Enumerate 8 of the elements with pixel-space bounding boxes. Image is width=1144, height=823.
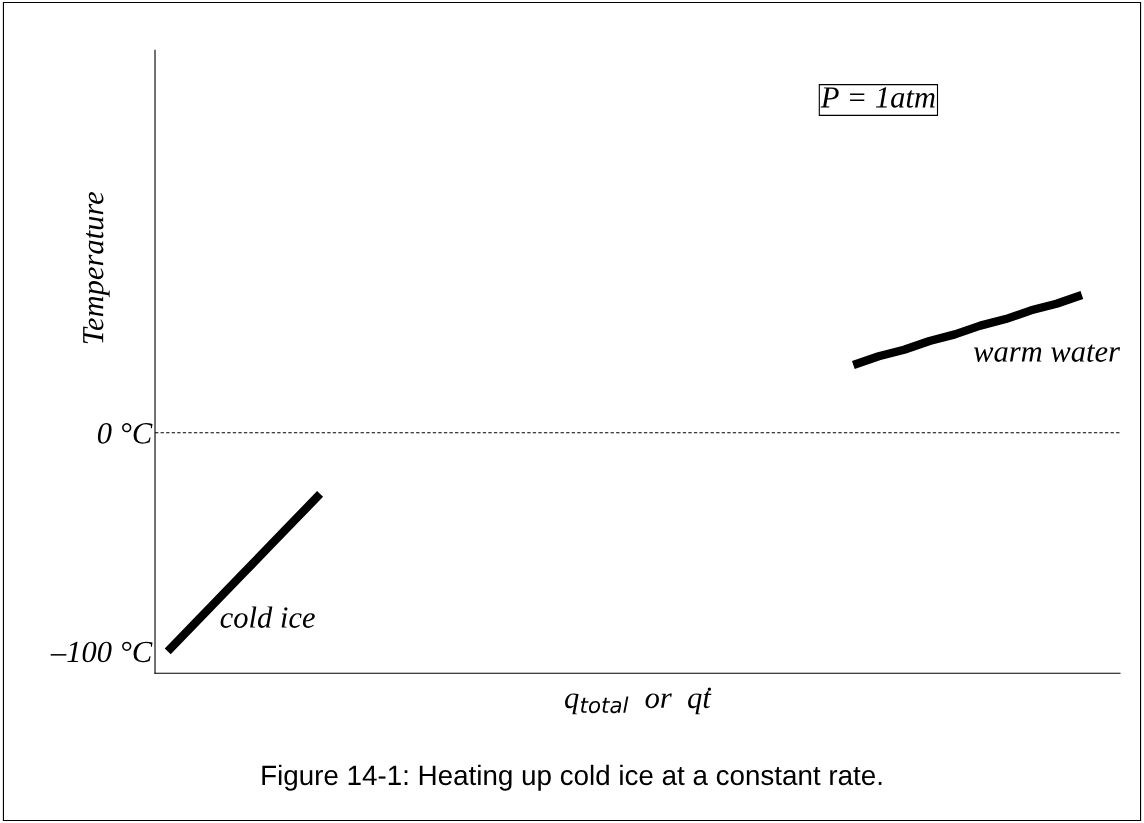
y-tick-label: –100 °C [50,641,153,663]
annotation: P = 1atm [820,87,935,108]
annotation: cold ice [220,606,315,628]
caption: Figure 14-1: Heating up cold ice at a constant rate. [262,764,882,791]
y-tick-label: 0 °C [97,423,153,444]
y-axis-title: Temperature [83,191,110,344]
annotation: warm water [973,344,1121,362]
x-axis-title: q$_{total}$ or q̇t [565,687,712,715]
